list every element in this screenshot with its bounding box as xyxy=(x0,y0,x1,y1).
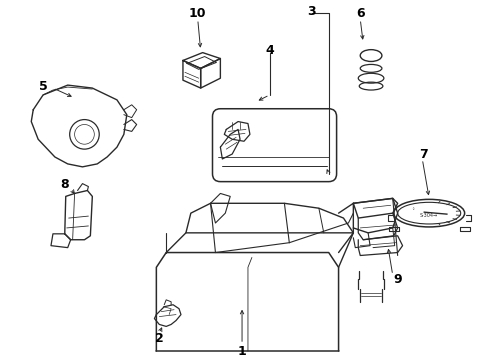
Text: S·304→: S·304→ xyxy=(419,213,438,218)
Text: 2: 2 xyxy=(155,332,164,345)
Text: 1: 1 xyxy=(238,345,246,357)
Text: 4: 4 xyxy=(265,44,274,57)
Text: ◦: ◦ xyxy=(412,207,415,212)
Text: 9: 9 xyxy=(393,273,402,285)
Text: 7: 7 xyxy=(419,148,428,161)
Text: 3: 3 xyxy=(308,5,316,18)
Text: 10: 10 xyxy=(189,7,206,20)
Text: 5: 5 xyxy=(39,80,48,93)
Text: 6: 6 xyxy=(356,7,365,20)
Text: 8: 8 xyxy=(60,178,69,191)
